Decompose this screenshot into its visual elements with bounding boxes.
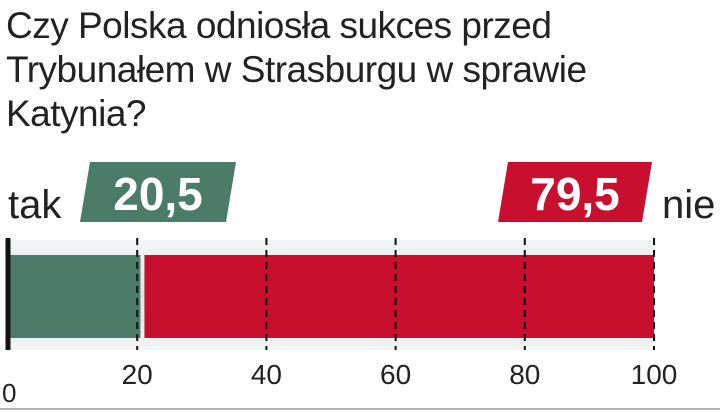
bar-segment [144,255,654,338]
value-label: 20,5 [113,168,203,220]
x-tick-label: 0 [2,378,16,408]
chart-title: Czy Polska odniosła sukces przed Trybuna… [6,5,587,134]
legend-label: tak [8,183,62,227]
x-tick-label: 60 [380,359,411,390]
value-label: 79,5 [530,168,620,220]
x-tick-label: 100 [631,359,678,390]
x-tick-label: 80 [509,359,540,390]
x-tick-label: 40 [251,359,282,390]
bar-segment [8,255,141,338]
x-tick-label: 20 [122,359,153,390]
value-box [80,162,236,222]
value-box [498,162,652,222]
legend-label: nie [662,183,715,227]
